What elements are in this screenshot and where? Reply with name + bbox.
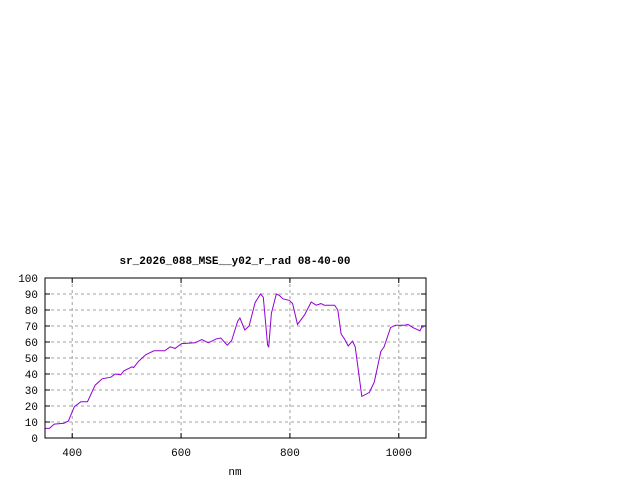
y-tick-label: 100 [18, 274, 38, 286]
x-tick-label: 400 [62, 448, 82, 460]
tick-labels: 0 10 20 30 40 50 60 70 80 90 100 400 600 800 1000 [18, 274, 412, 460]
y-tick-label: 70 [25, 322, 38, 334]
y-tick-label: 60 [25, 338, 38, 350]
y-tick-label: 10 [25, 418, 38, 430]
y-tick-label: 0 [31, 434, 38, 446]
series-line [44, 293, 424, 429]
plot-border [44, 277, 427, 439]
x-tick-label: 800 [280, 448, 300, 460]
y-tick-label: 20 [25, 402, 38, 414]
x-tick-label: 1000 [386, 448, 412, 460]
y-tick-label: 80 [25, 306, 38, 318]
y-tick-label: 30 [25, 386, 38, 398]
y-tick-label: 90 [25, 290, 38, 302]
chart-title: sr_2026_088_MSE__y02_r_rad 08-40-00 [119, 256, 350, 268]
x-axis-label: nm [228, 467, 242, 479]
y-tick-label: 50 [25, 354, 38, 366]
grid [45, 277, 426, 439]
y-tick-label: 40 [25, 370, 38, 382]
x-tick-label: 600 [171, 448, 191, 460]
